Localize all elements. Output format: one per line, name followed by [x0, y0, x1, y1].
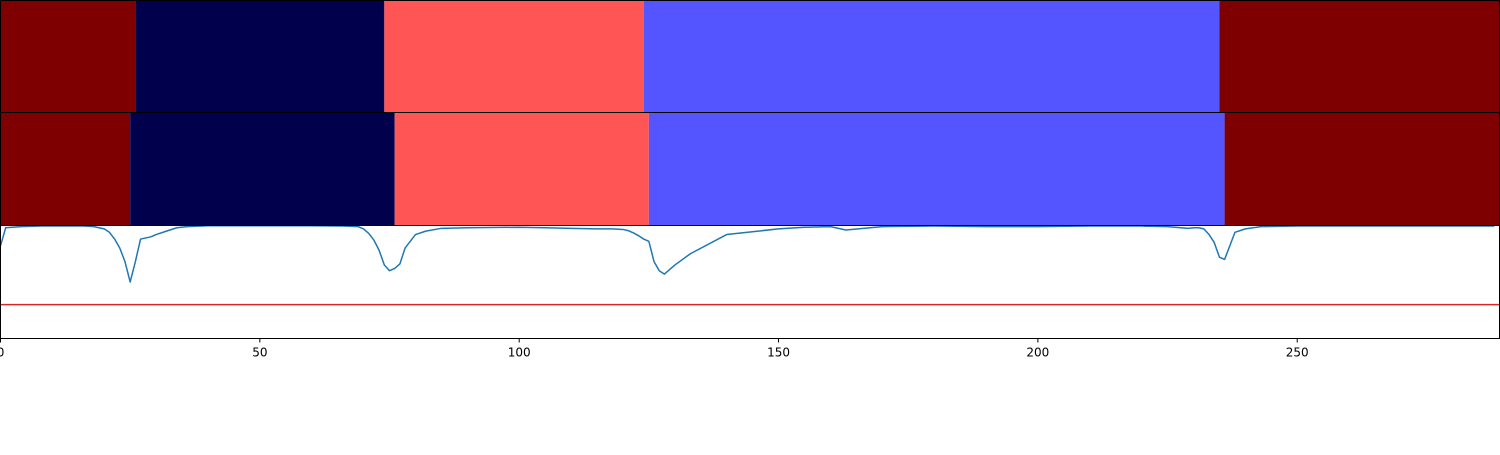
segment-bar: [0, 112, 131, 226]
segment-bar: [394, 112, 649, 226]
segment-bar: [1219, 0, 1500, 113]
segment-bar: [643, 0, 1220, 113]
series-line: [0, 224, 1495, 283]
x-tick-label: 50: [252, 346, 267, 360]
segment-bar: [1224, 112, 1500, 226]
x-tick-label: 200: [1026, 346, 1049, 360]
segment-bar: [384, 0, 644, 113]
x-tick-label: 150: [767, 346, 790, 360]
x-tick-label: 250: [1286, 346, 1309, 360]
x-tick-label: 100: [508, 346, 531, 360]
segment-bar: [648, 112, 1225, 226]
panel-frame: [0, 225, 1500, 339]
segment-bar: [130, 112, 395, 226]
segment-bar: [135, 0, 385, 113]
x-tick-label: 0: [0, 346, 4, 360]
segment-bar: [0, 0, 136, 113]
